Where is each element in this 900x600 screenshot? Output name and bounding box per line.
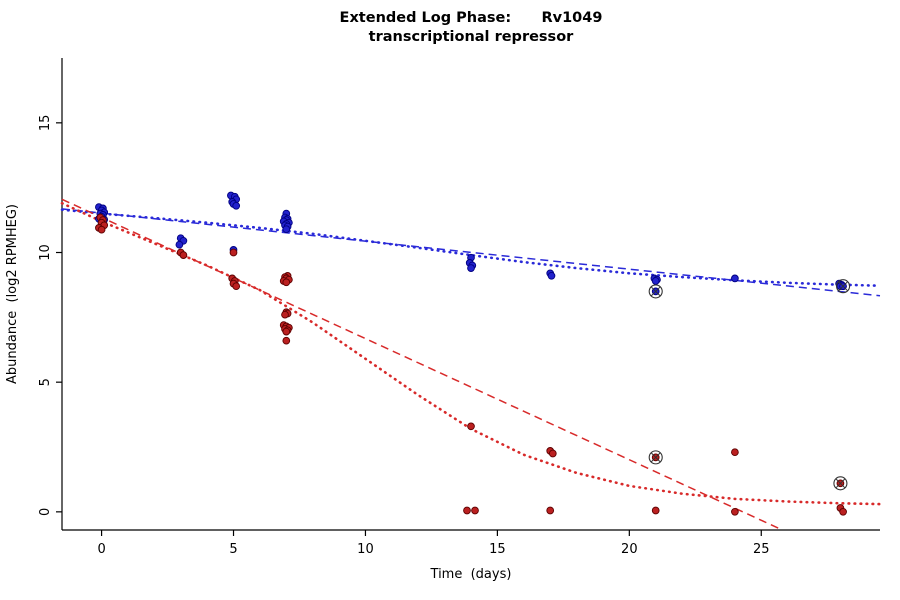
fit-lines-layer [60, 198, 882, 531]
blue-series-marked-ring [836, 279, 851, 294]
red-smooth-fit [60, 201, 882, 506]
red-series-point [467, 422, 475, 431]
blue-smooth-fit [60, 208, 882, 288]
blue-series-marked-x [650, 286, 661, 297]
red-series-point [229, 248, 238, 257]
y-tick-label: 15 [38, 115, 53, 132]
red-series-marked-x [835, 478, 846, 489]
red-series-point [179, 251, 188, 259]
red-series-point [731, 507, 739, 516]
red-series-point [97, 225, 106, 234]
x-tick-label: 0 [97, 542, 105, 557]
x-tick-label: 15 [489, 542, 506, 557]
x-tick-label: 25 [753, 542, 770, 557]
red-series-marked-ring [648, 450, 663, 465]
red-series-point [232, 282, 241, 291]
blue-series-point [175, 240, 184, 249]
red-series-point [471, 506, 479, 515]
y-tick-label: 0 [38, 508, 53, 516]
chart-subtitle: transcriptional repressor [369, 29, 574, 45]
axes: 0 5 10 15 20 25 0 5 10 15 [38, 58, 880, 557]
chart-title: Extended Log Phase: Rv1049 [340, 10, 603, 26]
red-series-point [546, 506, 555, 515]
y-tick-label: 5 [38, 378, 53, 386]
x-tick-label: 10 [357, 542, 374, 557]
red-series-point [282, 327, 291, 336]
red-series-point [651, 506, 660, 515]
red-series-point [548, 449, 557, 458]
blue-series-marked-x [838, 281, 849, 292]
blue-series-point [547, 271, 556, 280]
data-points-layer [95, 191, 851, 516]
red-linear-fit [61, 198, 783, 531]
red-series-point [281, 310, 289, 319]
blue-series-point [232, 201, 241, 210]
red-series-marked-x [650, 452, 661, 463]
blue-series-point [467, 264, 475, 272]
red-series-marked-ring [833, 476, 848, 491]
blue-linear-fit [61, 208, 881, 297]
red-series-point [463, 506, 471, 515]
blue-series-marked-ring [648, 284, 663, 299]
y-axis-label: Abundance (log2 RPMHEG) [5, 204, 20, 384]
red-series-point [839, 507, 847, 516]
blue-series-point [282, 225, 291, 234]
y-tick-label: 10 [38, 244, 53, 261]
x-axis-label: Time (days) [430, 567, 512, 582]
red-series-point [282, 278, 291, 287]
red-series-point [731, 448, 739, 457]
x-tick-label: 5 [229, 542, 237, 557]
x-tick-label: 20 [621, 542, 638, 557]
blue-series-point [651, 277, 660, 285]
blue-series-point [731, 274, 739, 283]
red-series-point [282, 336, 291, 345]
